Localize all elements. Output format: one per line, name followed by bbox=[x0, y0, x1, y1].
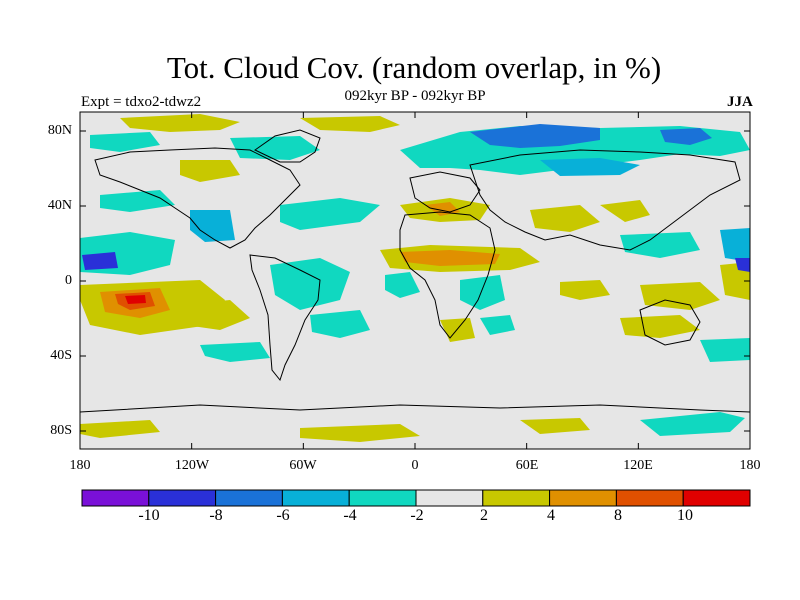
colorbar-swatch bbox=[482, 489, 551, 507]
lat-tick-label: 40S bbox=[50, 348, 72, 363]
map-title: Tot. Cloud Cov. (random overlap, in %) bbox=[166, 50, 662, 85]
colorbar-swatch bbox=[348, 489, 417, 507]
colorbar-label: -10 bbox=[138, 507, 160, 524]
lat-tick-label: 80N bbox=[47, 123, 72, 138]
colorbar-label: -2 bbox=[410, 507, 424, 524]
lat-tick-label: 0 bbox=[65, 273, 72, 288]
colorbar-swatch bbox=[81, 489, 150, 507]
lat-tick-label: 80S bbox=[50, 423, 72, 438]
colorbar-swatch bbox=[682, 489, 751, 507]
experiment-label: Expt = tdxo2-tdwz2 bbox=[81, 94, 202, 110]
lon-tick-label: 120E bbox=[623, 458, 653, 473]
colorbar-swatch bbox=[615, 489, 684, 507]
axis-ticks bbox=[79, 112, 751, 449]
colorbar bbox=[81, 489, 751, 507]
colorbar-label: -6 bbox=[276, 507, 290, 524]
lat-tick-label: 40N bbox=[47, 198, 72, 213]
period-subtitle: 092kyr BP - 092kyr BP bbox=[344, 88, 486, 104]
lon-tick-label: 0 bbox=[411, 458, 419, 473]
colorbar-label: 8 bbox=[614, 507, 622, 524]
colorbar-label: -8 bbox=[209, 507, 223, 524]
colorbar-swatch bbox=[549, 489, 617, 507]
season-label: JJA bbox=[727, 94, 753, 110]
lon-tick-label: 180 bbox=[69, 458, 91, 473]
colorbar-label: 4 bbox=[547, 507, 555, 524]
colorbar-label: -4 bbox=[343, 507, 357, 524]
coastlines bbox=[79, 129, 751, 413]
colorbar-label: 2 bbox=[480, 507, 488, 524]
colorbar-swatch bbox=[281, 489, 350, 507]
lon-tick-label: 120W bbox=[174, 458, 210, 473]
lon-tick-label: 180 bbox=[739, 458, 761, 473]
lon-tick-label: 60E bbox=[515, 458, 539, 473]
lon-tick-label: 60W bbox=[289, 458, 317, 473]
colorbar-label: 10 bbox=[677, 507, 693, 524]
colorbar-swatch bbox=[415, 489, 484, 507]
colorbar-swatch bbox=[148, 489, 217, 507]
colorbar-swatch bbox=[215, 489, 283, 507]
